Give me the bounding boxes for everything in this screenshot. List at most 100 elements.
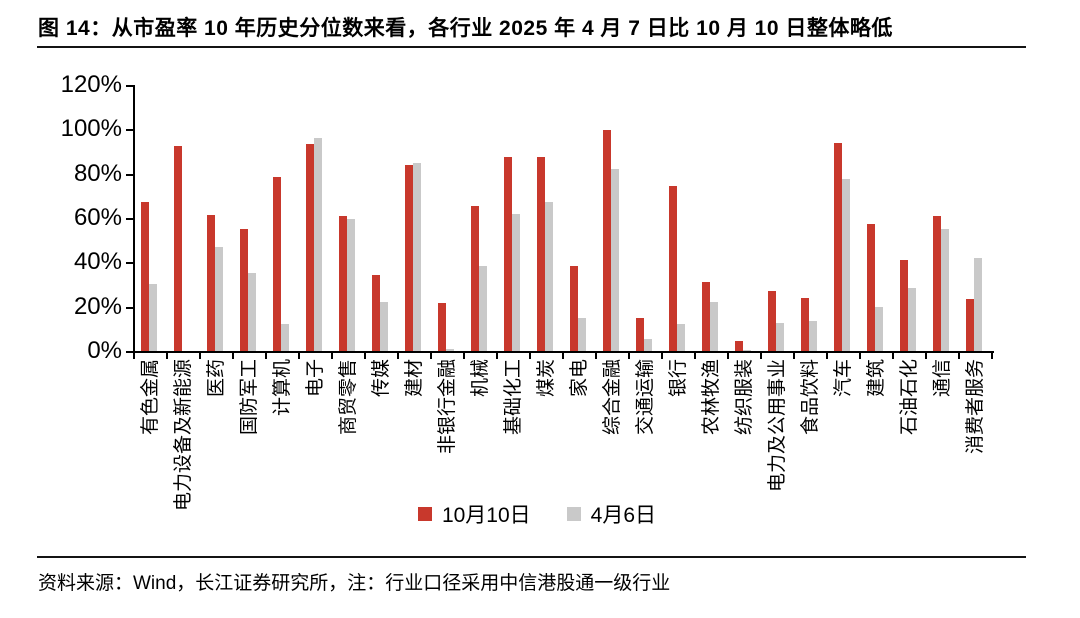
x-axis-category-label: 机械 [470, 359, 491, 398]
x-axis-category-label: 建筑 [866, 359, 887, 398]
bar-apr6 [875, 307, 883, 351]
x-axis-tick [859, 351, 861, 359]
x-axis-category-label: 煤炭 [536, 359, 557, 398]
bar-apr6 [413, 163, 421, 351]
x-axis-tick [628, 351, 630, 359]
bar-apr6 [380, 302, 388, 351]
bar-oct10 [174, 146, 182, 351]
x-axis-tick [958, 351, 960, 359]
x-axis-tick [496, 351, 498, 359]
bar-apr6 [611, 169, 619, 351]
bar-apr6 [743, 350, 751, 351]
source-note: 资料来源：Wind，长江证券研究所，注：行业口径采用中信港股通一级行业 [38, 573, 671, 594]
y-axis-line [133, 85, 135, 353]
x-axis-tick [661, 351, 663, 359]
footer-rule [37, 556, 1026, 558]
x-axis-category-label: 建材 [404, 359, 425, 398]
x-axis-category-label: 石油石化 [899, 359, 920, 436]
x-axis-category-label: 农林牧渔 [701, 359, 722, 436]
x-axis-category-label: 国防军工 [239, 359, 260, 436]
bar-apr6 [908, 288, 916, 351]
x-axis-tick [166, 351, 168, 359]
x-axis-tick [760, 351, 762, 359]
x-axis-tick [331, 351, 333, 359]
x-axis-tick [430, 351, 432, 359]
bar-oct10 [504, 157, 512, 351]
bar-oct10 [273, 177, 281, 351]
x-axis-tick [595, 351, 597, 359]
x-axis-tick [265, 351, 267, 359]
bar-apr6 [281, 324, 289, 351]
bar-oct10 [834, 143, 842, 351]
y-axis-tick [126, 262, 133, 264]
bar-oct10 [438, 303, 446, 351]
bar-apr6 [974, 258, 982, 351]
x-axis-tick [364, 351, 366, 359]
bar-oct10 [867, 224, 875, 351]
bar-apr6 [842, 179, 850, 351]
x-axis-category-label: 传媒 [371, 359, 392, 398]
y-axis-tick [126, 351, 133, 353]
y-axis-tick [126, 218, 133, 220]
bar-oct10 [933, 216, 941, 351]
x-axis-category-label: 汽车 [833, 359, 854, 398]
x-axis-category-label: 通信 [932, 359, 953, 398]
y-axis-tick-label: 60% [73, 204, 122, 231]
bar-apr6 [314, 138, 322, 351]
x-axis-category-label: 银行 [668, 359, 689, 398]
x-axis-tick [298, 351, 300, 359]
x-axis-category-label: 电子 [305, 359, 326, 398]
x-axis-category-label: 非银行金融 [437, 359, 458, 455]
bar-apr6 [809, 321, 817, 351]
x-axis-tick [529, 351, 531, 359]
x-axis-tick [793, 351, 795, 359]
bar-oct10 [768, 291, 776, 351]
bar-apr6 [248, 273, 256, 351]
bar-apr6 [941, 229, 949, 351]
x-axis-tick [727, 351, 729, 359]
bar-oct10 [669, 186, 677, 351]
y-axis-tick-label: 80% [73, 160, 122, 187]
x-axis-tick [694, 351, 696, 359]
y-axis-tick [126, 129, 133, 131]
bar-apr6 [215, 247, 223, 351]
bar-oct10 [537, 157, 545, 351]
legend-label-apr6: 4月6日 [590, 504, 657, 527]
bar-oct10 [306, 144, 314, 351]
y-axis-tick [126, 85, 133, 87]
chart-legend: 10月10日 4月6日 [108, 499, 966, 529]
legend-label-oct10: 10月10日 [441, 504, 531, 527]
bar-apr6 [545, 202, 553, 351]
bar-oct10 [735, 341, 743, 351]
legend-swatch-oct10 [417, 507, 432, 521]
y-axis-tick [126, 307, 133, 309]
x-axis-category-label: 交通运输 [635, 359, 656, 436]
bar-oct10 [570, 266, 578, 351]
y-axis-tick-label: 100% [60, 115, 122, 142]
x-axis-tick [892, 351, 894, 359]
bar-apr6 [578, 318, 586, 351]
x-axis-tick [991, 351, 993, 359]
bar-apr6 [446, 349, 454, 351]
bar-oct10 [801, 298, 809, 351]
bar-oct10 [141, 202, 149, 351]
bar-oct10 [966, 299, 974, 351]
bar-oct10 [339, 216, 347, 351]
bar-oct10 [900, 260, 908, 351]
bar-oct10 [636, 318, 644, 351]
bar-oct10 [471, 206, 479, 351]
y-axis-tick [126, 174, 133, 176]
x-axis-category-label: 商贸零售 [338, 359, 359, 436]
x-axis-category-label: 家电 [569, 359, 590, 398]
x-axis-category-label: 计算机 [272, 359, 293, 417]
figure-title: 图 14：从市盈率 10 年历史分位数来看，各行业 2025 年 4 月 7 日… [38, 17, 893, 40]
y-axis-tick-label: 20% [73, 293, 122, 320]
x-axis-tick [925, 351, 927, 359]
x-axis-category-label: 基础化工 [503, 359, 524, 436]
y-axis-tick-label: 0% [87, 337, 122, 364]
x-axis-tick [133, 351, 135, 359]
bar-oct10 [702, 282, 710, 351]
x-axis-category-label: 综合金融 [602, 359, 623, 436]
x-axis-category-label: 食品饮料 [800, 359, 821, 436]
